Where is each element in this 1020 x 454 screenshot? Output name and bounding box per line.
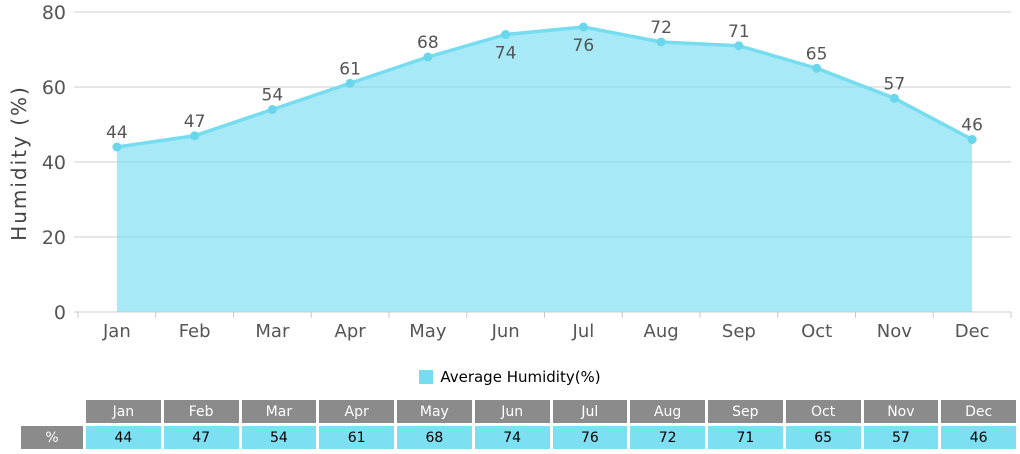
data-point-marker [267, 105, 277, 114]
data-point-marker [578, 22, 588, 32]
table-value-cell: 54 [241, 426, 317, 449]
data-point-label: 57 [884, 74, 906, 94]
data-table: Jan Feb Mar Apr May Jun Jul Aug Sep Oct Nov Dec% 44 4… [18, 397, 1019, 452]
table-month-header: Sep [708, 400, 783, 423]
data-point-label: 68 [417, 33, 439, 53]
x-axis-tick-label: Mar [255, 321, 290, 342]
data-point-label: 61 [339, 59, 361, 79]
table-value-cell: 46 [941, 426, 1016, 449]
x-axis-tick-label: May [409, 321, 447, 342]
x-axis-tick-label: Oct [801, 321, 832, 342]
table-month-header: Apr [319, 400, 394, 423]
data-point-label: 46 [961, 116, 983, 136]
chart-legend: Average Humidity(%) [0, 368, 1020, 386]
table-value-cell: 44 [86, 426, 161, 449]
x-axis-tick-label: Nov [877, 321, 912, 342]
table-value-cell: 68 [397, 426, 472, 449]
data-point-marker [501, 30, 511, 39]
x-axis-tick-label: Jun [491, 321, 520, 342]
x-axis-tick-label: Aug [644, 321, 679, 342]
data-point-label: 76 [573, 36, 595, 56]
area-fill [116, 27, 973, 312]
data-point-marker [967, 135, 977, 144]
y-axis-tick-label: 60 [42, 77, 66, 99]
data-point-marker [812, 63, 822, 73]
table-month-header: Mar [241, 400, 317, 423]
table-month-header: Dec [941, 400, 1016, 423]
table-month-header: Jan [86, 400, 161, 423]
y-axis-tick-label: 20 [42, 227, 66, 249]
legend-label: Average Humidity(%) [440, 368, 601, 386]
table-value-cell: 61 [319, 426, 394, 449]
x-axis-tick-label: Feb [179, 321, 211, 342]
humidity-area-chart: 80 60 40 20 0 Jan Feb Mar Apr May Jun Jul Aug Sep Oct N… [7, 2, 1012, 342]
x-axis-tick-label: Apr [335, 321, 367, 342]
y-axis-tick-label: 0 [54, 302, 66, 324]
table-month-header: Jul [552, 400, 628, 423]
data-point-label: 74 [495, 44, 517, 64]
table-value-cell: 76 [552, 426, 628, 449]
table-month-header: Jun [474, 400, 550, 423]
data-point-marker [656, 37, 666, 47]
data-point-label: 54 [262, 86, 284, 106]
data-point-label: 47 [184, 112, 206, 132]
table-month-header: Oct [785, 400, 861, 423]
data-point-label: 44 [106, 123, 128, 143]
data-point-label: 65 [806, 44, 828, 64]
table-month-header: Feb [163, 400, 239, 423]
series-line [115, 25, 974, 149]
data-point-marker [889, 93, 899, 103]
data-point-marker [190, 131, 200, 141]
x-axis-tick-label: Dec [955, 321, 990, 342]
data-point-marker [734, 41, 744, 51]
table-value-cell: 47 [163, 426, 239, 449]
x-axis-tick-label: Jan [102, 321, 131, 342]
table-value-cell: 57 [863, 426, 939, 449]
table-value-cell: 74 [474, 426, 550, 449]
table-row-header: % [21, 426, 83, 449]
table-month-header: May [397, 400, 472, 423]
y-axis-title: Humidity (%) [7, 85, 31, 241]
table-value-cell: 72 [630, 426, 705, 449]
data-point-marker [112, 142, 122, 152]
data-point-label: 71 [728, 22, 750, 42]
data-point-label: 72 [650, 18, 672, 38]
chart-canvas: 80 60 40 20 0 Jan Feb Mar Apr May Jun Jul Aug Sep Oct N… [42, 2, 1012, 342]
legend-swatch [419, 370, 434, 384]
y-axis-tick-label: 40 [42, 152, 66, 174]
x-axis-tick-label: Jul [572, 321, 595, 342]
table-month-header: Nov [863, 400, 939, 423]
x-axis-tick-label: Sep [722, 321, 756, 342]
table-corner-cell [21, 400, 83, 423]
table-month-header: Aug [630, 400, 705, 423]
data-point-marker [345, 78, 355, 88]
table-value-cell: 71 [708, 426, 783, 449]
y-axis-tick-label: 80 [42, 2, 66, 24]
data-point-marker [423, 52, 433, 62]
table-value-cell: 65 [785, 426, 861, 449]
